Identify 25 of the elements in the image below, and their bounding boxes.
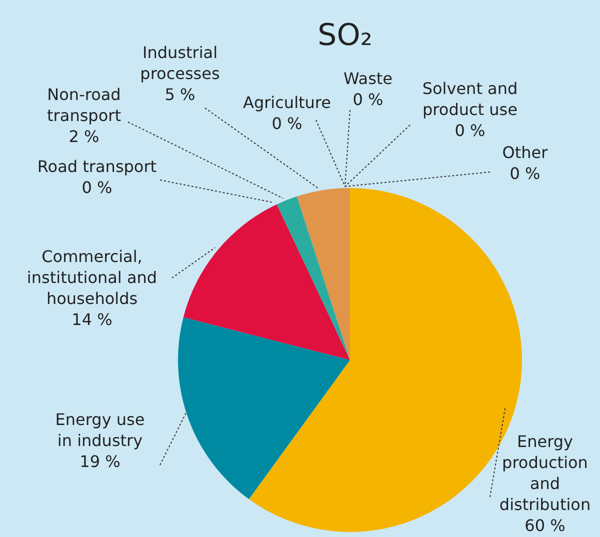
chart-title: SO₂ xyxy=(318,18,372,53)
data-label: 14 % xyxy=(72,310,112,329)
pie-slice xyxy=(276,196,350,360)
data-label: 60 % xyxy=(524,516,566,535)
slice-label: Industrial processes xyxy=(140,43,220,83)
category-label: Road transport xyxy=(37,157,157,176)
category-label: Agriculture xyxy=(243,93,331,112)
category-label: Other xyxy=(502,143,548,162)
pie-slice xyxy=(183,204,350,360)
data-label: 2 % xyxy=(68,127,100,146)
slice-label: Commercial, institutional and households xyxy=(26,247,158,308)
text: 0 % xyxy=(272,114,302,133)
slice-label: Non-road transport xyxy=(47,85,121,125)
data-label: 19 % xyxy=(80,452,120,471)
data-label: 5 % xyxy=(164,85,196,104)
text: 0 % xyxy=(82,178,112,197)
pie-slice xyxy=(178,317,350,500)
text: 0 % xyxy=(510,164,540,183)
text: 0 % xyxy=(454,121,486,140)
category-label: Waste xyxy=(343,69,393,88)
category-label: Solvent and product use xyxy=(422,79,518,119)
text: 0 % xyxy=(352,90,384,109)
slice-label: Energy production and distribution xyxy=(499,432,591,514)
pie-slice xyxy=(296,188,350,360)
slice-label: Energy use in industry xyxy=(55,410,145,450)
